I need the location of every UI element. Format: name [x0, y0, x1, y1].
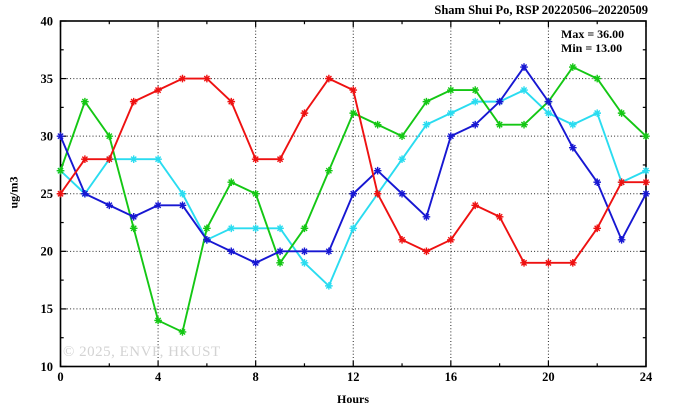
x-tick-label: 8: [253, 370, 259, 384]
y-tick-label: 40: [41, 14, 54, 28]
series-line-red: [59, 77, 647, 264]
x-axis-label: Hours: [336, 392, 369, 406]
series-line-green: [59, 66, 647, 333]
series-markers-green: [56, 63, 650, 336]
y-tick-label: 30: [41, 129, 54, 143]
x-tick-label: 24: [640, 370, 653, 384]
y-tick-label: 20: [41, 245, 54, 259]
series-markers-blue: [56, 63, 650, 267]
x-tick-label: 16: [445, 370, 458, 384]
y-tick-label: 15: [41, 302, 54, 316]
y-tick-label: 35: [41, 72, 54, 86]
x-tick-label: 0: [57, 370, 63, 384]
maxmin-annotation: Max = 36.00 Min = 13.00: [561, 27, 624, 55]
watermark: © 2025, ENVF, HKUST: [63, 344, 221, 360]
y-tick-label: 25: [41, 187, 54, 201]
x-tick-label: 12: [347, 370, 360, 384]
x-tick-label: 20: [542, 370, 555, 384]
chart-title: Sham Shui Po, RSP 20220506–20220509: [434, 3, 648, 17]
series-line-blue: [59, 66, 647, 264]
min-value-label: Min = 13.00: [561, 41, 623, 55]
series-markers-red: [56, 74, 650, 267]
x-tick-label: 4: [155, 370, 162, 384]
y-axis-label: ug/m3: [6, 176, 21, 209]
max-value-label: Max = 36.00: [561, 27, 625, 41]
y-tick-label: 10: [41, 360, 54, 374]
